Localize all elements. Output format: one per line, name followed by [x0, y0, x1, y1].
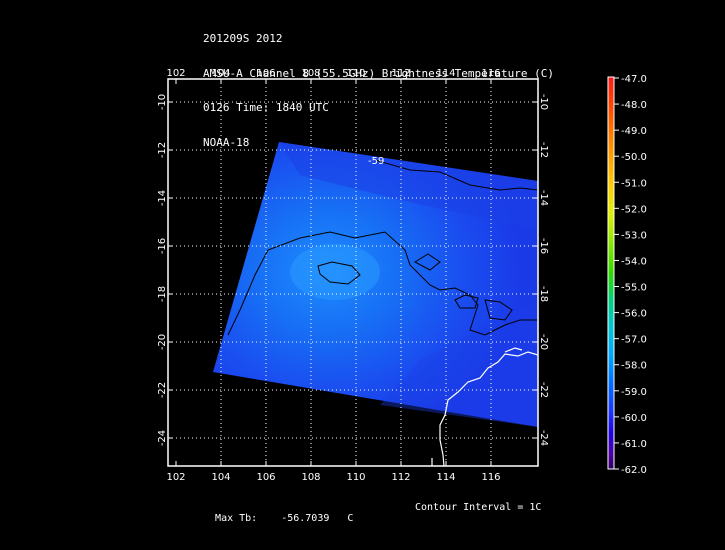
lat-label-left: -20 — [157, 334, 168, 350]
contour-interval: Contour Interval = 1C — [415, 502, 542, 513]
lon-label-bottom: 112 — [391, 472, 410, 483]
lon-label-top: 110 — [346, 68, 365, 79]
lat-label-right: -22 — [538, 382, 549, 398]
lat-label-right: -14 — [538, 190, 549, 206]
contour-small — [484, 299, 513, 321]
lat-label-right: -20 — [538, 334, 549, 350]
colorbar-label: -57.0 — [621, 335, 647, 346]
lat-label-left: -10 — [157, 94, 168, 110]
lon-label-bottom: 104 — [211, 472, 230, 483]
colorbar-label: -53.0 — [621, 230, 647, 241]
lon-label-top: 102 — [166, 68, 185, 79]
colorbar-label: -61.0 — [621, 439, 647, 450]
max-tb-label: Max Tb: — [215, 513, 258, 524]
lat-label-right: -10 — [538, 94, 549, 110]
map-frame — [167, 78, 539, 467]
colorbar-label: -55.0 — [621, 283, 647, 294]
colorbar-label: -47.0 — [621, 74, 647, 85]
lat-label-left: -12 — [157, 142, 168, 158]
lon-label-bottom: 110 — [346, 472, 365, 483]
lat-label-left: -14 — [157, 190, 168, 206]
lat-label-left: -22 — [157, 382, 168, 398]
colorbar-label: -56.0 — [621, 309, 647, 320]
colorbar-label: -50.0 — [621, 152, 647, 163]
max-tb-value: -56.7039 — [281, 513, 330, 524]
lon-label-bottom: 116 — [481, 472, 500, 483]
lon-label-top: 108 — [301, 68, 320, 79]
title-line-3: 0126 Time: 1840 UTC — [203, 101, 329, 114]
title-line-1: 201209S 2012 — [203, 32, 283, 45]
contour-value-label: -59 — [368, 156, 384, 167]
colorbar-label: -48.0 — [621, 100, 647, 111]
colorbar-label: -59.0 — [621, 387, 647, 398]
lon-label-bottom: 114 — [436, 472, 455, 483]
colorbar-label: -62.0 — [621, 465, 647, 476]
colorbar-label: -49.0 — [621, 126, 647, 137]
lat-label-left: -16 — [157, 238, 168, 254]
lat-label-left: -18 — [157, 286, 168, 302]
colorbar-label: -51.0 — [621, 178, 647, 189]
map-title: 201209S 2012 AMSU-A Channel 8 (55.5GHz) … — [203, 10, 554, 160]
lon-label-bottom: 102 — [166, 472, 185, 483]
title-line-2: AMSU-A Channel 8 (55.5GHz) Brightness Te… — [203, 66, 554, 80]
contour-east — [413, 253, 441, 271]
lon-label-top: 112 — [391, 68, 410, 79]
lat-label-right: -12 — [538, 142, 549, 158]
map-gridlines — [168, 79, 538, 466]
lon-label-top: 106 — [256, 68, 275, 79]
colorbar-label: -52.0 — [621, 204, 647, 215]
contour-core — [317, 261, 361, 285]
lat-label-left: -24 — [157, 430, 168, 446]
coastline — [431, 347, 538, 466]
tick-marks — [168, 79, 538, 466]
contour-outer — [227, 231, 538, 336]
contour-lines — [227, 159, 538, 336]
lon-label-top: 104 — [211, 68, 230, 79]
max-tb-unit: C — [347, 513, 354, 524]
colorbar-label: -60.0 — [621, 413, 647, 424]
lat-label-right: -24 — [538, 430, 549, 446]
lat-label-right: -16 — [538, 238, 549, 254]
brightness-swath — [213, 142, 538, 427]
colorbar-label: -58.0 — [621, 361, 647, 372]
contour-northeast — [374, 159, 538, 191]
title-line-4: NOAA-18 — [203, 135, 250, 149]
lon-label-bottom: 106 — [256, 472, 275, 483]
lon-label-bottom: 108 — [301, 472, 320, 483]
contour-south — [454, 294, 479, 309]
colorbar — [607, 76, 615, 470]
colorbar-label: -54.0 — [621, 256, 647, 267]
lon-label-top: 116 — [481, 68, 500, 79]
max-tb-readout: Max Tb: -56.7039 C — [203, 502, 353, 524]
lat-label-right: -18 — [538, 286, 549, 302]
lon-label-top: 114 — [436, 68, 455, 79]
